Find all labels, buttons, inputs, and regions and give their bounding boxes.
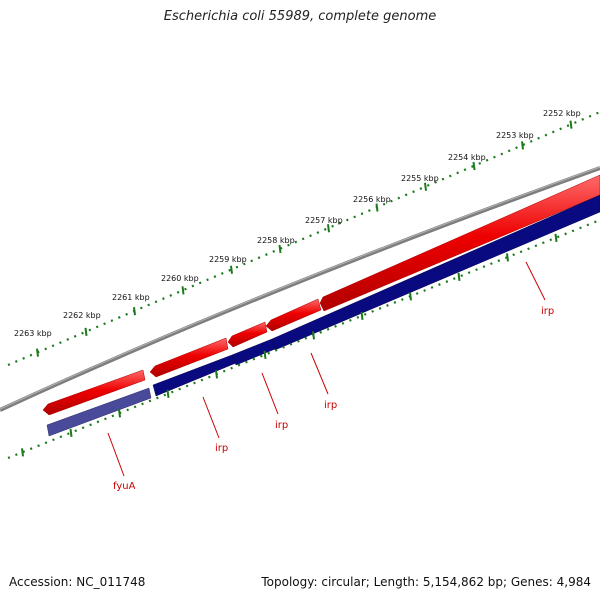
- outer-ruler-track: [7, 110, 600, 367]
- forward-strand-genes: [42, 174, 600, 416]
- outer-ruler-tick: [84, 327, 88, 337]
- ruler-label-2254: 2254 kbp: [448, 153, 486, 162]
- ruler-label-2253: 2253 kbp: [496, 131, 534, 140]
- leader-irp-2: [261, 372, 279, 415]
- inner-ruler-tick: [409, 292, 412, 301]
- inner-ruler-tick: [506, 253, 509, 262]
- outer-ruler-tick: [36, 348, 39, 357]
- forward-gene-3: [227, 321, 268, 348]
- leader-fyuA: [107, 432, 125, 477]
- leader-irp-4: [525, 261, 546, 301]
- outer-ruler-tick: [569, 120, 573, 129]
- gene-label-irp-3: irp: [324, 400, 337, 411]
- inner-ruler-tick: [69, 428, 73, 437]
- forward-gene-1: [42, 369, 146, 416]
- leader-irp-1: [202, 396, 220, 439]
- genome-backbone: [0, 166, 600, 412]
- inner-ruler-tick: [554, 233, 558, 243]
- ruler-label-2261: 2261 kbp: [112, 293, 150, 302]
- inner-ruler-tick: [215, 370, 218, 379]
- ruler-label-2255: 2255 kbp: [401, 174, 439, 183]
- ruler-label-2263: 2263 kbp: [14, 329, 52, 338]
- reverse-gene-4: [271, 194, 600, 351]
- ruler-label-2257: 2257 kbp: [305, 216, 343, 225]
- forward-gene-4: [265, 298, 322, 332]
- inner-ruler-tick: [312, 331, 315, 340]
- forward-gene-5: [319, 174, 600, 312]
- outer-ruler-tick: [181, 286, 185, 295]
- inner-ruler-ticks: [21, 233, 558, 457]
- ruler-label-2260: 2260 kbp: [161, 274, 199, 283]
- forward-gene-2: [149, 337, 229, 378]
- inner-ruler-tick: [263, 350, 267, 360]
- outer-ruler-tick: [278, 244, 282, 254]
- gene-labels: fyuA irp irp irp irp: [113, 306, 554, 492]
- gene-label-irp-2: irp: [275, 420, 288, 431]
- inner-ruler-tick: [21, 448, 24, 457]
- outer-ruler-tick: [133, 307, 136, 316]
- outer-ruler-tick: [472, 161, 476, 171]
- outer-ruler-tick: [375, 203, 379, 212]
- gene-label-irp-1: irp: [215, 443, 228, 454]
- genome-summary-text: Topology: circular; Length: 5,154,862 bp…: [261, 575, 591, 589]
- reverse-gene-1: [46, 387, 152, 437]
- outer-ruler-tick: [521, 141, 524, 150]
- inner-ruler-tick: [457, 272, 461, 282]
- map-title: Escherichia coli 55989, complete genome: [163, 9, 437, 24]
- ruler-label-2256: 2256 kbp: [353, 195, 391, 204]
- outer-ruler-tick: [230, 265, 233, 274]
- gene-label-fyuA: fyuA: [113, 481, 136, 492]
- inner-ruler-tick: [118, 409, 121, 418]
- gene-label-leaders: [107, 261, 546, 477]
- outer-ruler-ticks: [36, 120, 573, 357]
- ruler-label-2262: 2262 kbp: [63, 311, 101, 320]
- ruler-label-2252: 2252 kbp: [543, 109, 581, 118]
- outer-ruler-tick: [424, 182, 427, 191]
- inner-ruler-tick: [166, 389, 170, 399]
- inner-ruler-tick: [360, 311, 364, 321]
- ruler-labels: 2252 kbp 2253 kbp 2254 kbp 2255 kbp 2256…: [14, 109, 581, 338]
- accession-text: Accession: NC_011748: [9, 575, 146, 589]
- outer-ruler-tick: [327, 224, 330, 233]
- leader-irp-3: [310, 352, 329, 395]
- ruler-label-2259: 2259 kbp: [209, 255, 247, 264]
- gene-label-irp-4: irp: [541, 306, 554, 317]
- inner-ruler-track: [7, 218, 600, 460]
- reverse-strand-genes: [46, 194, 600, 437]
- ruler-label-2258: 2258 kbp: [257, 236, 295, 245]
